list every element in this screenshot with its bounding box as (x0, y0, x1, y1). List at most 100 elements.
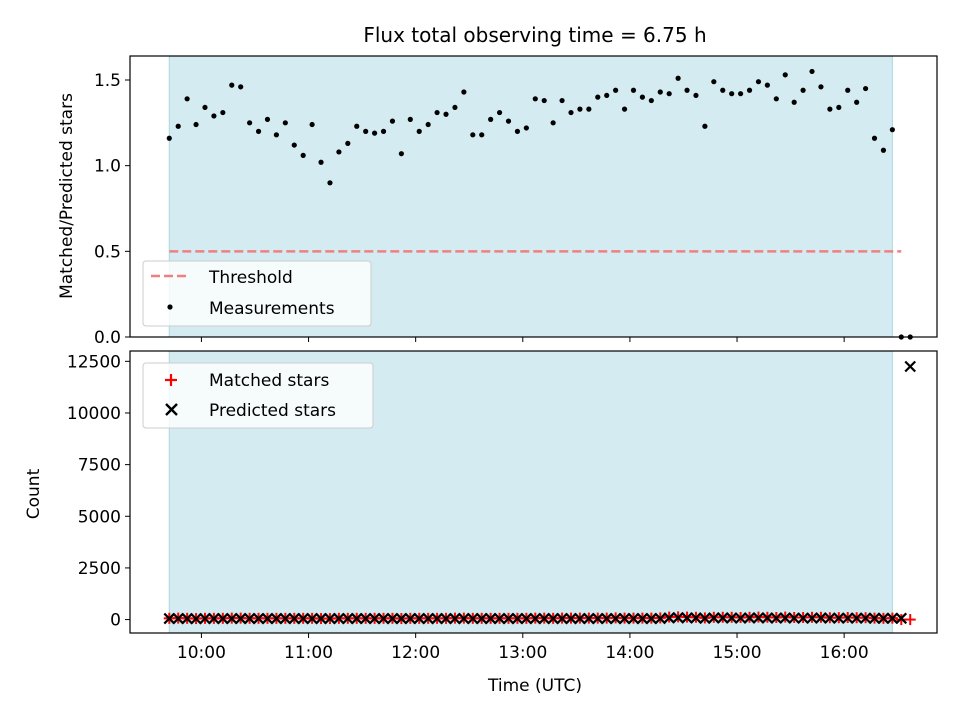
predicted-stars-point (413, 612, 426, 625)
x-tick-label: 12:00 (391, 643, 440, 663)
legend-threshold-label: Threshold (208, 268, 293, 288)
measurement-point (693, 92, 699, 99)
measurement-point (577, 106, 583, 112)
y-tick-label: 5000 (78, 507, 121, 527)
predicted-stars-point (583, 612, 595, 625)
top-x-ticks (200, 337, 845, 342)
predicted-stars-point (565, 612, 577, 625)
predicted-stars-point (449, 612, 461, 625)
measurement-point (675, 75, 681, 81)
predicted-stars-point (734, 612, 747, 624)
predicted-stars-point (743, 612, 756, 624)
x-tick-label: 16:00 (820, 643, 869, 663)
predicted-stars-point (538, 612, 550, 625)
predicted-stars-point (342, 612, 354, 625)
measurement-point (604, 92, 610, 99)
predicted-stars-point (806, 612, 818, 624)
predicted-stars-point (270, 612, 283, 625)
measurement-point (702, 123, 708, 129)
measurement-point (363, 128, 369, 134)
predicted-stars-point (850, 612, 863, 624)
measurement-point (648, 97, 654, 104)
predicted-stars-point (886, 612, 899, 625)
x-tick-label: 11:00 (284, 643, 333, 663)
predicted-stars-point (752, 612, 765, 624)
legend-measurements-swatch (167, 304, 173, 310)
predicted-stars-point (243, 612, 256, 625)
measurement-point (202, 104, 208, 111)
measurement-point (889, 127, 895, 133)
measurement-point (541, 97, 547, 104)
chart-title: Flux total observing time = 6.75 h (363, 23, 706, 47)
predicted-stars-point (163, 612, 176, 625)
y-tick-label: 10000 (67, 404, 121, 424)
predicted-stars-point (904, 360, 916, 373)
predicted-stars-point (841, 612, 854, 624)
measurement-point (220, 109, 226, 116)
measurement-point (738, 91, 744, 97)
measurement-point (871, 135, 878, 141)
predicted-stars-point (547, 612, 559, 625)
measurement-point (532, 96, 538, 102)
predicted-stars-point (663, 612, 675, 624)
predicted-stars-point (600, 612, 613, 625)
predicted-stars-point (422, 612, 434, 625)
x-axis-label: Time (UTC) (487, 676, 582, 696)
predicted-stars-point (324, 612, 336, 625)
measurement-point (862, 85, 869, 92)
measurement-point (282, 120, 288, 126)
y-tick-label: 0 (110, 611, 121, 631)
measurement-point (559, 97, 565, 104)
predicted-stars-point (645, 612, 658, 625)
x-tick-label: 15:00 (713, 643, 762, 663)
measurement-point (336, 149, 342, 155)
predicted-stars-point (520, 612, 533, 625)
measurement-point (773, 96, 779, 102)
measurement-point (711, 79, 717, 85)
predicted-stars-point (770, 612, 783, 624)
predicted-stars-point (368, 612, 381, 625)
measurement-point (657, 89, 663, 95)
predicted-stars-point (404, 612, 417, 625)
top-axes-frame (129, 55, 938, 338)
predicted-stars-point (493, 612, 506, 625)
measurement-point (371, 130, 378, 136)
predicted-stars-point (690, 612, 702, 624)
predicted-stars-point (627, 612, 640, 625)
predicted-stars-point (234, 612, 247, 625)
measurement-point (416, 128, 422, 134)
measurement-point (273, 132, 280, 138)
legend-matched-swatch (165, 374, 177, 386)
predicted-stars-point (574, 612, 586, 625)
predicted-stars-point (288, 612, 301, 625)
predicted-stars-point (797, 612, 809, 624)
bottom-legend: Matched stars Predicted stars (142, 362, 374, 429)
measurement-point (684, 87, 690, 93)
predicted-stars-point (708, 612, 720, 624)
predicted-stars-point (868, 612, 881, 625)
top-y-axis-label: Matched/Predicted stars (57, 93, 77, 299)
predicted-stars-point (261, 612, 274, 625)
measurement-point (514, 128, 521, 134)
predicted-stars-point (350, 612, 363, 625)
measurement-point (461, 89, 467, 95)
predicted-stars-point (636, 612, 649, 625)
predicted-stars-point (484, 612, 497, 625)
predicted-stars-point (779, 612, 792, 624)
measurement-point (166, 135, 172, 141)
y-tick-label: 0.0 (94, 328, 121, 348)
measurement-point (318, 159, 324, 165)
predicted-stars-point (458, 612, 470, 625)
measurement-point (854, 99, 860, 105)
predicted-stars-point (475, 612, 488, 625)
measurement-point (434, 109, 440, 116)
measurement-point (327, 180, 333, 186)
measurement-point (398, 151, 404, 157)
legend-matched-label: Matched stars (209, 371, 329, 391)
measurement-point (764, 82, 770, 88)
predicted-stars-point (315, 612, 327, 625)
predicted-stars-point (395, 612, 408, 625)
measurement-point (818, 84, 824, 90)
